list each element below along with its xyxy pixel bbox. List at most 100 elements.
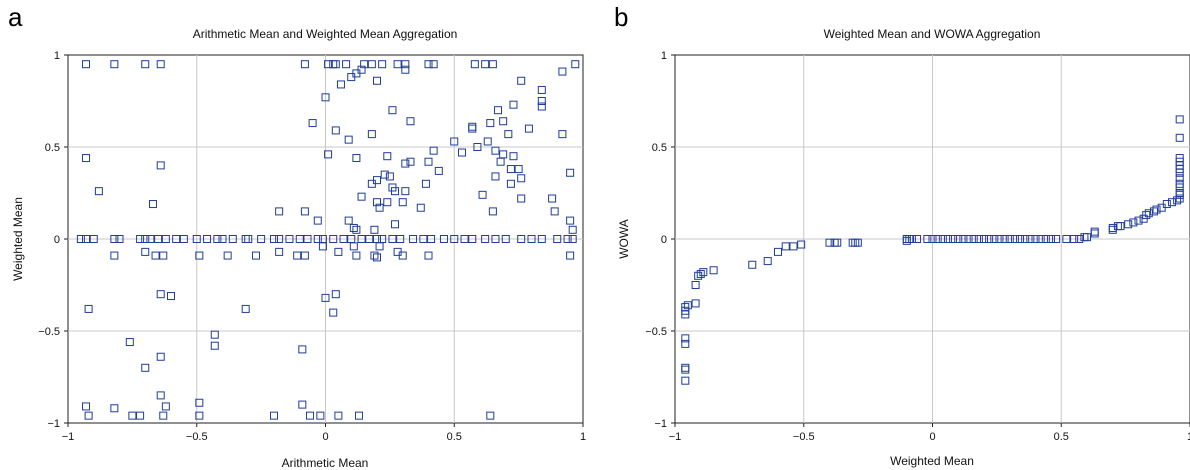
chart-a-point bbox=[373, 176, 381, 185]
chart-a-point bbox=[388, 106, 397, 115]
chart-a-point bbox=[360, 60, 369, 69]
chart-a-point bbox=[391, 220, 400, 229]
chart-a-point bbox=[486, 119, 495, 128]
chart-a-point bbox=[488, 207, 497, 216]
chart-a-point bbox=[154, 235, 163, 243]
chart-a: a Arithmetic Mean and Weighted Mean Aggr… bbox=[8, 2, 586, 470]
chart-a-point bbox=[329, 235, 338, 243]
chart-a-point bbox=[460, 235, 469, 243]
chart-a-point bbox=[509, 100, 518, 109]
chart-a-point bbox=[195, 251, 204, 260]
chart-a-point bbox=[388, 235, 397, 243]
chart-a-point bbox=[393, 60, 402, 69]
chart-a-point bbox=[141, 60, 150, 69]
chart-b-point bbox=[1075, 235, 1084, 243]
chart-a-ylabel: Weighted Mean bbox=[11, 197, 25, 281]
chart-a-point bbox=[257, 235, 266, 243]
chart-a-point bbox=[275, 235, 284, 243]
chart-b-point bbox=[1026, 235, 1035, 243]
chart-a-point bbox=[568, 235, 577, 243]
chart-a-point bbox=[218, 235, 227, 243]
chart-b-point bbox=[789, 242, 798, 251]
chart-b-xtick-label: −0.5 bbox=[793, 431, 815, 443]
chart-a-point bbox=[329, 308, 338, 317]
chart-a-point bbox=[558, 67, 567, 76]
chart-a-point bbox=[300, 207, 309, 216]
chart-a-point bbox=[378, 60, 387, 69]
chart-a-point bbox=[179, 235, 188, 243]
chart-b-xlabel: Weighted Mean bbox=[890, 454, 974, 468]
chart-a-point bbox=[344, 135, 353, 144]
chart-a-point bbox=[401, 159, 410, 168]
chart-b-point bbox=[995, 235, 1004, 243]
chart-a-point bbox=[419, 235, 428, 243]
chart-a-point bbox=[316, 411, 325, 420]
panel-letter-a: a bbox=[8, 2, 23, 32]
chart-a-point bbox=[349, 242, 358, 251]
chart-a-point bbox=[483, 137, 492, 146]
chart-b-point bbox=[853, 238, 862, 247]
chart-a-point bbox=[115, 235, 124, 243]
chart-b-point bbox=[990, 235, 999, 243]
chart-a-ytick-label: 0.5 bbox=[45, 142, 60, 154]
chart-b-point bbox=[933, 235, 942, 243]
chart-a-point bbox=[334, 247, 343, 256]
chart-b-point bbox=[681, 339, 690, 348]
chart-a-ytick-label: 0 bbox=[54, 234, 60, 246]
chart-a-point bbox=[517, 194, 526, 203]
chart-a-point bbox=[141, 363, 150, 372]
chart-b-point bbox=[1144, 209, 1153, 218]
chart-a-point bbox=[331, 60, 340, 69]
chart-a-point bbox=[517, 235, 526, 243]
chart-a-point bbox=[398, 251, 407, 260]
chart-a-point bbox=[293, 251, 302, 260]
chart-a-point bbox=[367, 60, 376, 69]
chart-a-point bbox=[548, 194, 557, 203]
chart-b-point bbox=[1046, 235, 1055, 243]
chart-a-point bbox=[324, 60, 333, 69]
chart-a-point bbox=[195, 398, 204, 407]
chart-b-point bbox=[1083, 233, 1091, 242]
chart-a-ytick-label: 1 bbox=[54, 50, 60, 62]
chart-b-point bbox=[1152, 205, 1161, 214]
chart-a-point bbox=[331, 126, 340, 135]
chart-a-point bbox=[450, 235, 459, 243]
chart-b-point bbox=[980, 235, 988, 243]
chart-a-yticks: −1 −0.5 0 0.5 1 bbox=[38, 50, 68, 430]
chart-a-point bbox=[488, 60, 497, 69]
chart-b-point bbox=[748, 260, 757, 269]
chart-a-point bbox=[401, 60, 410, 69]
chart-a-xtick-label: 0 bbox=[322, 431, 328, 443]
chart-a-point bbox=[148, 200, 157, 209]
chart-a-point bbox=[568, 225, 577, 234]
chart-a-point bbox=[406, 117, 415, 126]
chart-b-point bbox=[1149, 207, 1158, 216]
chart-a-point bbox=[450, 137, 459, 146]
chart-b-point bbox=[1162, 200, 1171, 209]
chart-b-point bbox=[1175, 189, 1184, 197]
chart-b-point bbox=[825, 238, 834, 247]
chart-b-point bbox=[691, 281, 700, 289]
chart-b-ytick-label: −0.5 bbox=[645, 326, 667, 338]
chart-a-point bbox=[537, 85, 546, 94]
chart-b-point bbox=[1108, 223, 1117, 232]
chart-a-point bbox=[357, 235, 366, 243]
chart-a-xlabel: Arithmetic Mean bbox=[282, 456, 369, 470]
chart-b-point bbox=[964, 235, 973, 243]
chart-a-point bbox=[110, 404, 119, 413]
chart-b-ytick-label: 1 bbox=[661, 50, 667, 62]
chart-a-point bbox=[383, 198, 392, 207]
panel-letter-b: b bbox=[614, 2, 628, 32]
chart-a-point bbox=[146, 235, 155, 243]
chart-a-point bbox=[192, 235, 201, 243]
chart-a-point bbox=[156, 60, 165, 69]
chart-a-point bbox=[517, 174, 526, 183]
chart-b-point bbox=[974, 235, 983, 243]
chart-a-point bbox=[336, 80, 345, 89]
chart-a-point bbox=[504, 130, 513, 139]
chart-a-point bbox=[295, 235, 304, 243]
chart-b-point bbox=[928, 235, 937, 243]
chart-b-point bbox=[763, 257, 772, 266]
chart-a-point bbox=[370, 251, 379, 260]
chart-b-point bbox=[969, 235, 978, 243]
